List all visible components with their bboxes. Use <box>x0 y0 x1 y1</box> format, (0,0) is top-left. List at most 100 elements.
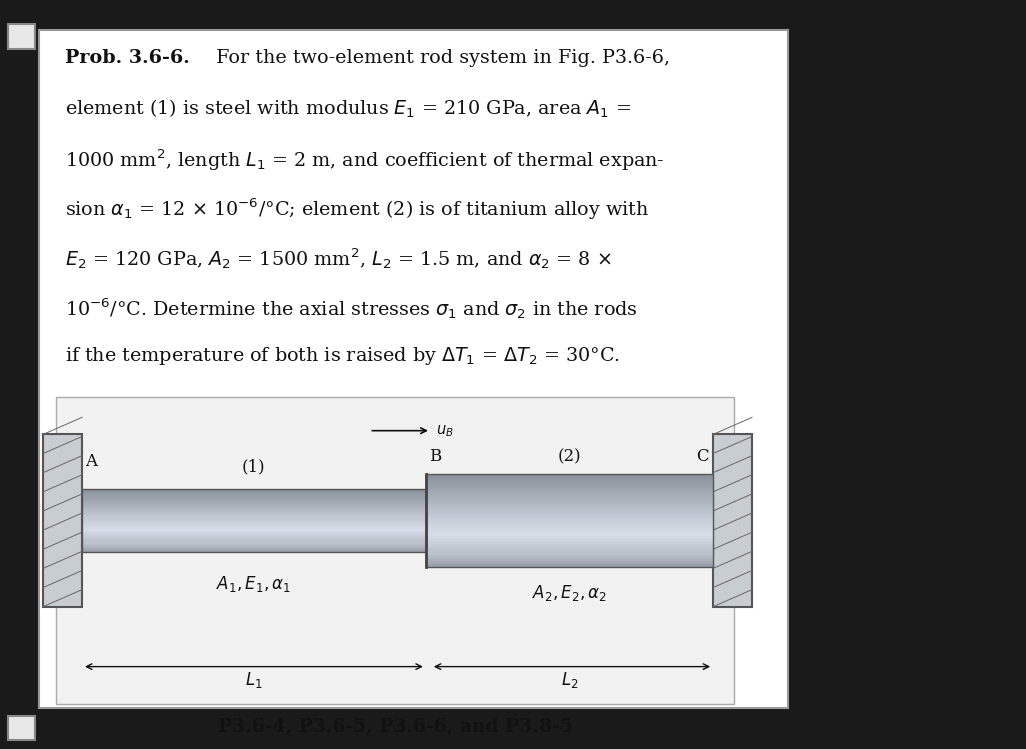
Bar <box>82 516 426 518</box>
Bar <box>82 510 426 511</box>
Bar <box>82 511 426 512</box>
Bar <box>426 554 713 557</box>
Bar <box>426 487 713 488</box>
Bar <box>82 525 426 526</box>
Bar <box>82 531 426 532</box>
Bar <box>426 535 713 536</box>
Bar <box>426 544 713 545</box>
Bar <box>82 528 426 529</box>
Bar <box>426 557 713 558</box>
Bar <box>82 491 426 492</box>
Bar <box>426 494 713 496</box>
Bar <box>82 507 426 508</box>
Bar <box>426 527 713 528</box>
Bar <box>82 524 426 525</box>
Bar <box>82 509 426 510</box>
Bar <box>426 518 713 519</box>
Bar <box>426 476 713 477</box>
Bar <box>82 492 426 494</box>
Bar <box>426 516 713 518</box>
Text: C: C <box>697 448 709 465</box>
Bar <box>82 537 426 539</box>
Bar <box>426 479 713 480</box>
Bar <box>426 531 713 533</box>
Bar <box>426 490 713 491</box>
Bar <box>426 483 713 485</box>
Bar <box>426 519 713 521</box>
Bar <box>82 546 426 547</box>
Bar <box>82 530 426 531</box>
Bar <box>82 534 426 536</box>
Text: (2): (2) <box>557 448 582 465</box>
Bar <box>82 550 426 551</box>
Bar <box>82 532 426 533</box>
Bar <box>8 716 36 740</box>
Bar <box>426 493 713 494</box>
Text: $A_1, E_1, \alpha_1$: $A_1, E_1, \alpha_1$ <box>216 574 291 595</box>
Bar <box>82 545 426 546</box>
Bar <box>426 508 713 510</box>
Bar <box>426 547 713 548</box>
Bar <box>82 523 426 524</box>
Bar <box>426 548 713 550</box>
Bar <box>426 560 713 561</box>
Bar <box>82 541 426 542</box>
Bar <box>426 524 713 525</box>
Bar <box>82 497 426 499</box>
Bar <box>426 542 713 544</box>
Bar <box>426 482 713 483</box>
Bar <box>426 497 713 499</box>
Bar <box>82 527 426 528</box>
Bar <box>426 533 713 535</box>
Text: Prob. 3.6-6.: Prob. 3.6-6. <box>65 49 190 67</box>
Bar <box>82 520 426 521</box>
Bar <box>426 528 713 530</box>
Bar <box>426 536 713 538</box>
Bar <box>426 502 713 503</box>
Text: 1000 mm$^2$, length $L_1$ = 2 m, and coefficient of thermal expan-: 1000 mm$^2$, length $L_1$ = 2 m, and coe… <box>65 148 664 173</box>
Bar <box>426 503 713 505</box>
Bar <box>426 500 713 502</box>
Bar <box>426 474 713 476</box>
Text: A: A <box>85 453 97 470</box>
Bar <box>426 510 713 512</box>
Bar <box>82 513 426 515</box>
Bar <box>426 545 713 547</box>
Bar <box>426 562 713 564</box>
Bar <box>82 500 426 502</box>
Bar <box>39 30 788 708</box>
Text: 10$^{-6}$/°C. Determine the axial stresses $\sigma_1$ and $\sigma_2$ in the rods: 10$^{-6}$/°C. Determine the axial stress… <box>65 296 637 321</box>
Bar <box>426 550 713 551</box>
Bar <box>426 499 713 500</box>
Bar <box>82 542 426 544</box>
Bar <box>82 549 426 550</box>
Text: $L_2$: $L_2$ <box>560 670 579 691</box>
Bar <box>82 521 426 523</box>
Text: B: B <box>429 448 441 465</box>
Bar <box>426 525 713 527</box>
Text: element (1) is steel with modulus $E_1$ = 210 GPa, area $A_1$ =: element (1) is steel with modulus $E_1$ … <box>65 98 631 121</box>
Text: For the two-element rod system in Fig. P3.6-6,: For the two-element rod system in Fig. P… <box>210 49 670 67</box>
Bar <box>426 553 713 554</box>
Bar <box>426 491 713 493</box>
Bar <box>426 505 713 506</box>
Bar <box>426 558 713 560</box>
Bar <box>82 548 426 549</box>
Bar <box>82 508 426 509</box>
Bar <box>426 515 713 516</box>
Bar <box>82 495 426 497</box>
Bar <box>82 526 426 527</box>
Bar <box>426 541 713 542</box>
Bar <box>426 480 713 482</box>
Text: sion $\alpha_1$ = 12 $\times$ 10$^{-6}$/°C; element (2) is of titanium alloy wit: sion $\alpha_1$ = 12 $\times$ 10$^{-6}$/… <box>65 197 648 222</box>
Bar <box>8 25 36 49</box>
Bar <box>426 521 713 522</box>
Text: (1): (1) <box>242 458 266 476</box>
Bar <box>82 499 426 500</box>
Bar <box>82 551 426 552</box>
Bar <box>426 474 713 567</box>
Bar <box>43 434 82 607</box>
Bar <box>426 485 713 487</box>
Bar <box>426 512 713 513</box>
Text: if the temperature of both is raised by $\Delta T_1$ = $\Delta T_2$ = 30°C.: if the temperature of both is raised by … <box>65 345 620 367</box>
